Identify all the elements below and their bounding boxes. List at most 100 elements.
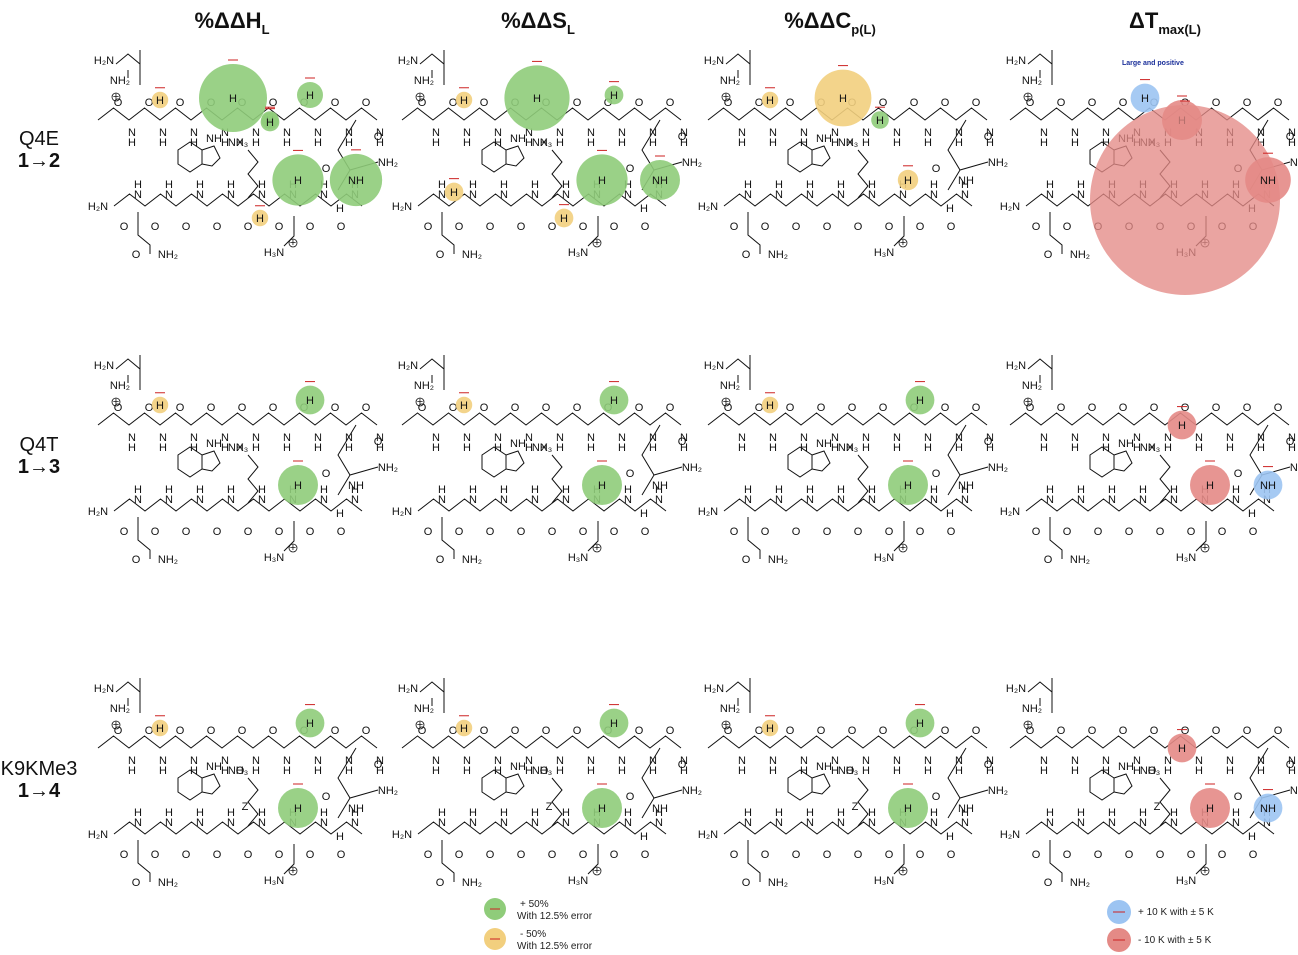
atom-label: + [417, 396, 423, 408]
marker-label: H [876, 115, 884, 127]
atom-label: N [494, 432, 502, 444]
atom-label: O [182, 526, 191, 538]
atom-label: O [207, 402, 216, 414]
glutamine-chain [747, 212, 761, 254]
atom-label: H [336, 203, 344, 215]
atom-label: N [494, 755, 502, 767]
atom-label: H [893, 442, 901, 454]
lysine-chain [1159, 454, 1171, 504]
atom-label: O [1088, 402, 1097, 414]
atom-label: H [738, 765, 746, 777]
atom-label: H [463, 137, 471, 149]
atom-label: O [374, 759, 383, 771]
atom-label: H [1040, 765, 1048, 777]
atom-label: N [500, 817, 508, 829]
atom-label: O [1094, 526, 1103, 538]
marker-circle [905, 708, 935, 738]
mutation-marker: X [540, 137, 548, 149]
atom-label: N [500, 494, 508, 506]
charge-icon [1200, 543, 1210, 553]
atom-label: N [556, 127, 564, 139]
atom-label: N [432, 432, 440, 444]
glutamine-chain [441, 212, 455, 254]
atom-label: H [432, 442, 440, 454]
atom-label: H [769, 442, 777, 454]
glutamine-chain [137, 840, 151, 882]
atom-label: O [817, 402, 826, 414]
atom-label: O [947, 221, 956, 233]
bond [1027, 50, 1053, 66]
glutamine-chain [441, 517, 455, 559]
bond [419, 678, 445, 694]
atom-label: O [573, 402, 582, 414]
atom-label: H [1288, 765, 1296, 777]
atom-label: N [469, 494, 477, 506]
atom-label: NH [348, 480, 364, 492]
atom-label: O [213, 849, 222, 861]
atom-label: H [640, 831, 648, 843]
atom-label: NH₂ [720, 703, 740, 715]
atom-label: N [1139, 817, 1147, 829]
peptide-structure: H₂NNH₂+ONHONHONHONHONHONHONHONHONHXNHNH₃… [392, 50, 702, 261]
atom-label: H [221, 442, 229, 454]
row-transition: 1→4 [17, 780, 61, 802]
atom-label: N [1170, 494, 1178, 506]
header-ds: %ΔΔSL [448, 8, 628, 37]
indole-ring [1113, 773, 1133, 795]
atom-label: N [862, 755, 870, 767]
atom-label: O [1026, 97, 1035, 109]
atom-label: H₂N [88, 506, 108, 518]
atom-label: H [806, 179, 814, 191]
atom-label: O [244, 526, 253, 538]
atom-label: O [730, 526, 739, 538]
bond [1039, 64, 1053, 85]
glutamine-chain [747, 517, 761, 559]
atom-label: O [941, 402, 950, 414]
atom-label: O [1026, 725, 1035, 737]
atom-label: + [1025, 719, 1031, 731]
atom-label: H [655, 807, 663, 819]
atom-label: H [128, 442, 136, 454]
atom-label: N [649, 432, 657, 444]
atom-label: H [831, 442, 839, 454]
mutation-marker: O [236, 765, 245, 777]
atom-label: O [573, 97, 582, 109]
atom-label: N [986, 432, 994, 444]
atom-label: O [972, 725, 981, 737]
atom-label: N [562, 817, 570, 829]
header-dh: %ΔΔHL [142, 8, 322, 37]
atom-label: H [1139, 807, 1147, 819]
lysine-chain [551, 454, 563, 504]
atom-label: H [190, 137, 198, 149]
atom-label: H [624, 807, 632, 819]
row-label-k9: K9KMe3 1→4 [0, 758, 78, 802]
atom-label: H [1257, 442, 1265, 454]
atom-label: N [1108, 494, 1116, 506]
atom-label: H [800, 137, 808, 149]
atom-label: NH [1118, 761, 1134, 773]
atom-label: O [610, 221, 619, 233]
atom-label: O [331, 402, 340, 414]
atom-label: H [500, 179, 508, 191]
atom-label: O [947, 526, 956, 538]
atom-label: H [1164, 765, 1172, 777]
atom-label: O [244, 221, 253, 233]
atom-label: O [610, 849, 619, 861]
bond [419, 50, 445, 66]
atom-label: NH [510, 133, 526, 145]
atom-label: NH₂ [1290, 157, 1298, 169]
atom-label: N [769, 127, 777, 139]
marker-label: NH [1260, 803, 1276, 815]
atom-label: N [1139, 494, 1147, 506]
bond [1039, 369, 1053, 390]
atom-label: O [1274, 97, 1283, 109]
atom-label: O [238, 402, 247, 414]
atom-label: N [221, 755, 229, 767]
atom-label: N [351, 494, 359, 506]
marker-circle [297, 82, 323, 108]
bond [127, 64, 141, 85]
atom-label: N [837, 189, 845, 201]
atom-label: N [190, 755, 198, 767]
atom-label: H₂N [392, 506, 412, 518]
